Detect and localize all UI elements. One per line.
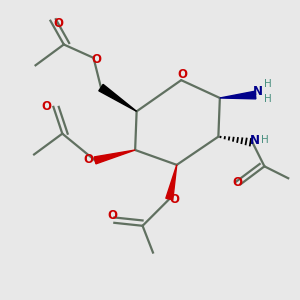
Text: N: N bbox=[250, 134, 260, 147]
Polygon shape bbox=[220, 91, 256, 99]
Text: O: O bbox=[54, 17, 64, 30]
Text: O: O bbox=[170, 193, 180, 206]
Text: H: H bbox=[263, 79, 271, 89]
Text: O: O bbox=[91, 53, 101, 66]
Text: N: N bbox=[253, 85, 262, 98]
Polygon shape bbox=[166, 165, 177, 200]
Text: O: O bbox=[177, 68, 187, 81]
Polygon shape bbox=[94, 150, 135, 164]
Text: O: O bbox=[232, 176, 242, 189]
Text: O: O bbox=[108, 209, 118, 222]
Text: O: O bbox=[83, 153, 94, 166]
Text: H: H bbox=[261, 136, 269, 146]
Polygon shape bbox=[99, 84, 136, 111]
Text: O: O bbox=[42, 100, 52, 113]
Text: H: H bbox=[263, 94, 271, 104]
